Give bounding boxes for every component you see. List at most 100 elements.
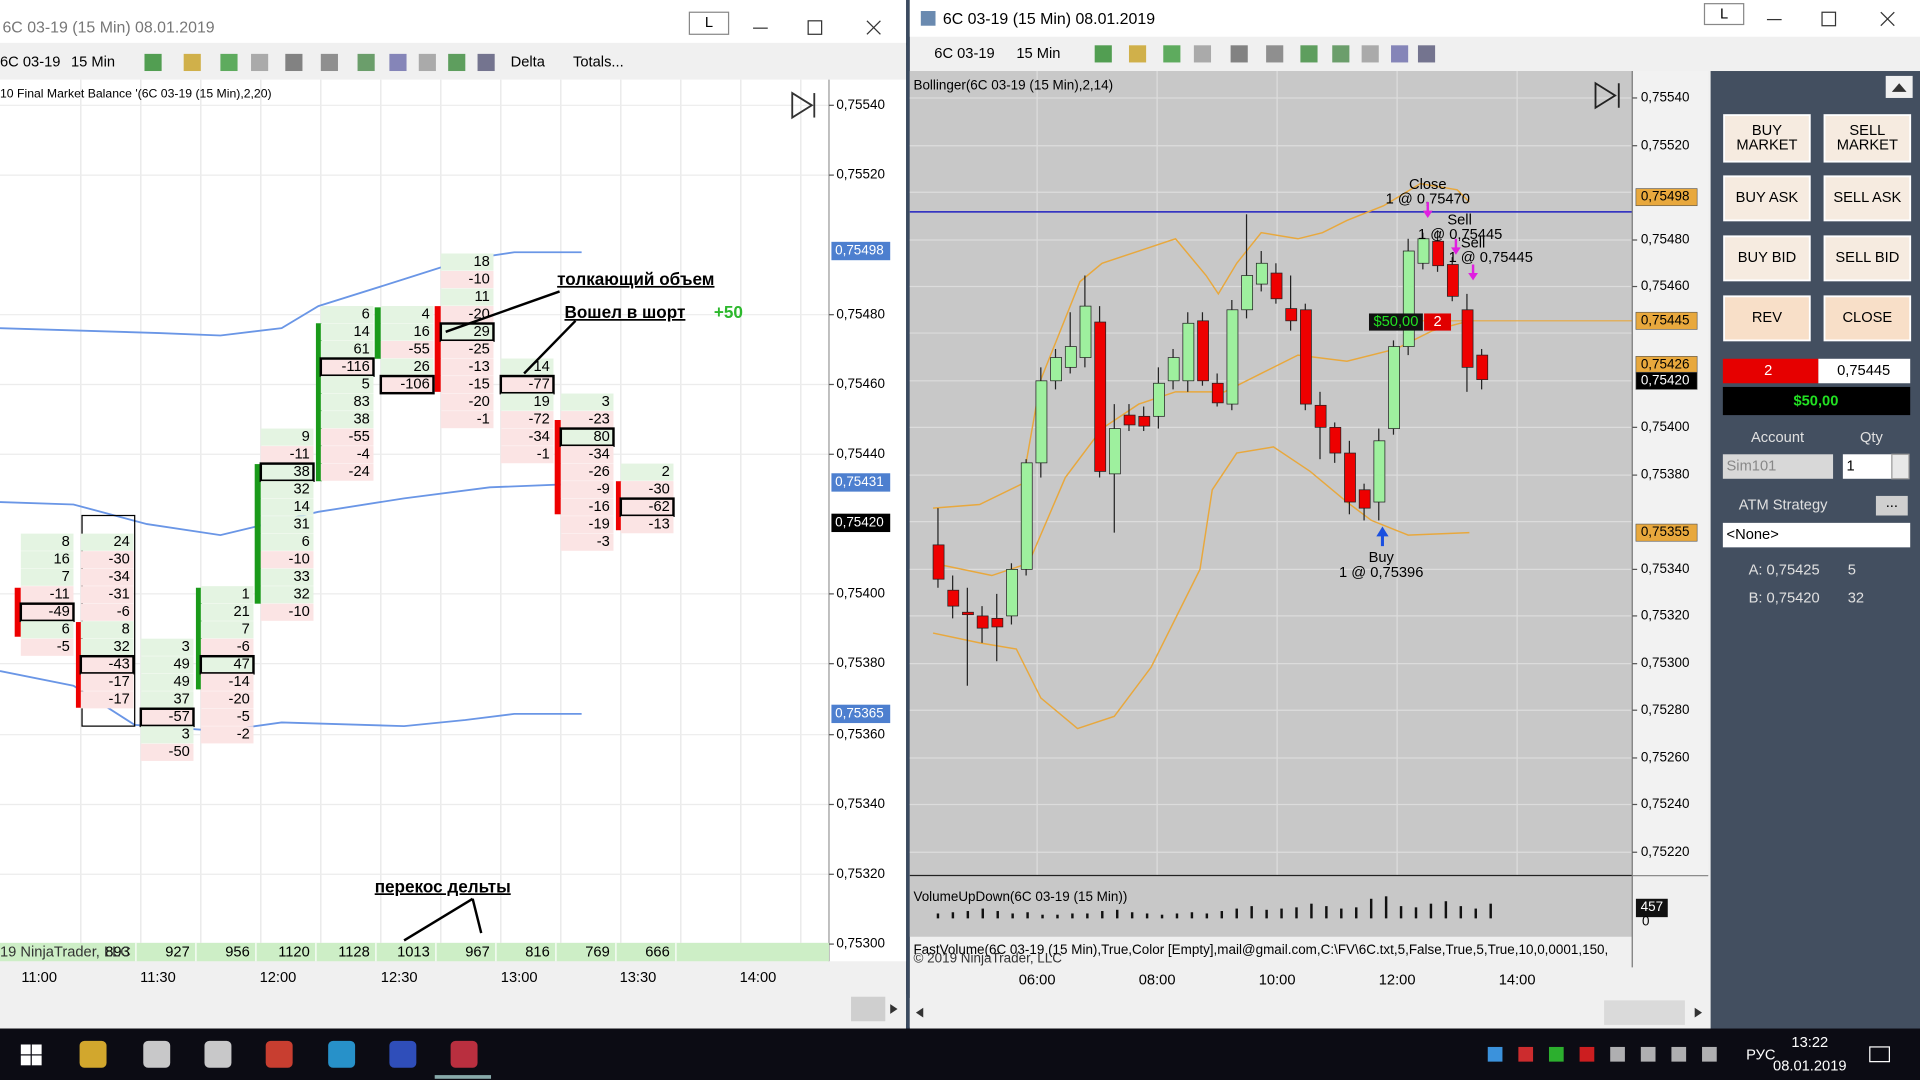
mode-button[interactable]	[688, 11, 730, 35]
start-icon[interactable]	[20, 1055, 31, 1066]
toolbar-icon[interactable]	[418, 53, 436, 72]
toolbar-icon[interactable]	[285, 53, 303, 72]
footprint-value: 16	[413, 324, 429, 340]
button-label[interactable]: BUY ASK	[1736, 190, 1799, 206]
candle-body	[1270, 272, 1283, 300]
mode-label[interactable]: L	[705, 15, 713, 31]
button-label[interactable]: REV	[1752, 310, 1782, 326]
toolbar-icon[interactable]	[1094, 45, 1112, 63]
atm-select[interactable]	[1722, 522, 1911, 548]
qty-input[interactable]	[1842, 454, 1892, 479]
start-icon[interactable]	[31, 1044, 42, 1055]
toolbar-icon[interactable]	[389, 53, 407, 72]
toolbar-icon[interactable]	[144, 53, 162, 72]
toolbar-icon[interactable]	[320, 53, 338, 72]
atm-value[interactable]: <None>	[1727, 527, 1779, 543]
tray-icon[interactable]	[1640, 1046, 1656, 1062]
toolbar-icon[interactable]	[448, 53, 466, 72]
volume-marker: 457	[1641, 899, 1663, 914]
taskbar-icon[interactable]	[204, 1040, 232, 1068]
footprint-cell	[260, 428, 314, 446]
toolbar-item[interactable]: Totals...	[573, 54, 624, 70]
qty-spinner[interactable]	[1891, 453, 1910, 480]
footprint-cell	[260, 533, 314, 551]
mode-label[interactable]: L	[1720, 7, 1728, 23]
scroll-thumb[interactable]	[1604, 1000, 1685, 1025]
toolbar-item[interactable]: 15 Min	[71, 54, 115, 70]
candle-body	[1006, 569, 1018, 617]
button-label[interactable]: ...	[1886, 495, 1898, 511]
mode-button[interactable]	[1703, 3, 1745, 26]
start-icon[interactable]	[31, 1055, 42, 1066]
atm-button[interactable]	[1875, 495, 1908, 516]
account-value[interactable]: Sim101	[1727, 458, 1777, 474]
order-button[interactable]	[1823, 235, 1912, 282]
toolbar-item[interactable]: 6C 03-19	[0, 54, 60, 70]
trade-label: 1 @ 0,75470	[1386, 191, 1470, 207]
tray-icon[interactable]	[1487, 1046, 1503, 1062]
button-label[interactable]: SELL	[1849, 123, 1885, 139]
scroll-thumb[interactable]	[851, 996, 886, 1022]
order-button[interactable]	[1723, 295, 1811, 342]
button-label[interactable]: CLOSE	[1842, 310, 1892, 326]
time-label: 13:30	[620, 970, 657, 986]
toolbar-item[interactable]: 6C 03-19	[934, 46, 994, 62]
order-button[interactable]	[1823, 295, 1912, 342]
toolbar-icon[interactable]	[357, 53, 375, 72]
toolbar-icon[interactable]	[1391, 45, 1409, 63]
button-label[interactable]: BUY	[1752, 123, 1782, 139]
scroll-up-icon[interactable]	[1891, 83, 1907, 92]
taskbar-icon[interactable]	[328, 1040, 356, 1068]
scroll-arrow[interactable]	[890, 1004, 898, 1014]
tray-icon[interactable]	[1579, 1046, 1595, 1062]
tray-icon[interactable]	[1671, 1046, 1687, 1062]
toolbar-item[interactable]: 15 Min	[1016, 46, 1060, 62]
footprint-cell	[80, 603, 134, 621]
total-value: 1120	[278, 945, 310, 961]
notification-icon[interactable]	[1869, 1046, 1890, 1063]
footprint-cell	[80, 551, 134, 569]
toolbar-icon[interactable]	[183, 53, 201, 72]
footprint-value: -25	[469, 341, 490, 357]
order-button[interactable]	[1823, 175, 1912, 222]
scroll-arrow[interactable]	[1694, 1007, 1703, 1018]
tray-icon[interactable]	[1702, 1046, 1717, 1062]
footprint-cell	[560, 393, 614, 411]
toolbar-icon[interactable]	[1163, 45, 1181, 63]
taskbar-icon[interactable]	[265, 1040, 293, 1068]
button-label[interactable]: MARKET	[1736, 138, 1797, 154]
toolbar-icon[interactable]	[1128, 45, 1147, 63]
price-marker-label: 0,75445	[1641, 312, 1690, 327]
start-icon[interactable]	[20, 1044, 31, 1055]
toolbar-icon[interactable]	[477, 53, 495, 72]
toolbar-icon[interactable]	[1266, 45, 1284, 63]
taskbar-icon[interactable]	[389, 1040, 417, 1068]
order-button[interactable]	[1723, 235, 1811, 282]
button-label[interactable]: BUY BID	[1738, 250, 1797, 266]
order-button[interactable]	[1823, 114, 1912, 163]
taskbar-icon[interactable]	[450, 1040, 478, 1068]
account-select[interactable]	[1722, 454, 1834, 479]
order-button[interactable]	[1723, 175, 1811, 222]
toolbar-icon[interactable]	[1417, 45, 1436, 63]
toolbar-icon[interactable]	[1300, 45, 1318, 63]
footprint-cell	[500, 393, 554, 411]
button-label[interactable]: SELL BID	[1835, 250, 1899, 266]
toolbar-icon[interactable]	[1361, 45, 1379, 63]
button-label[interactable]: MARKET	[1837, 138, 1898, 154]
taskbar-icon[interactable]	[79, 1040, 107, 1068]
qty-value[interactable]: 1	[1847, 458, 1855, 474]
tray-icon[interactable]	[1518, 1046, 1534, 1062]
tray-icon[interactable]	[1548, 1046, 1564, 1062]
taskbar-icon[interactable]	[143, 1040, 171, 1068]
toolbar-icon[interactable]	[1193, 45, 1212, 63]
toolbar-item[interactable]: Delta	[511, 54, 546, 70]
toolbar-icon[interactable]	[251, 53, 269, 72]
order-button[interactable]	[1723, 114, 1811, 163]
toolbar-icon[interactable]	[1230, 45, 1248, 63]
toolbar-icon[interactable]	[220, 53, 238, 72]
button-label[interactable]: SELL ASK	[1833, 190, 1901, 206]
toolbar-icon[interactable]	[1332, 45, 1350, 63]
tray-icon[interactable]	[1610, 1046, 1625, 1062]
scroll-arrow[interactable]	[915, 1007, 924, 1018]
